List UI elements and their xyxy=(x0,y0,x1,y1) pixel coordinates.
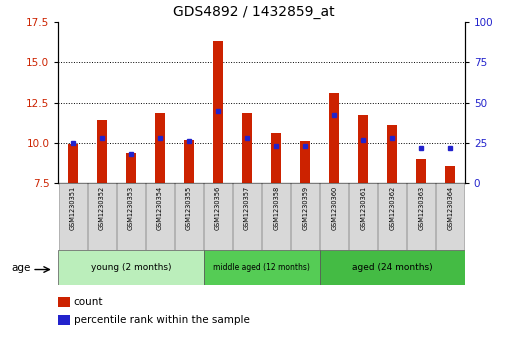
Bar xyxy=(358,115,368,183)
Text: percentile rank within the sample: percentile rank within the sample xyxy=(74,315,249,325)
Text: GSM1230356: GSM1230356 xyxy=(215,186,221,230)
Bar xyxy=(126,154,136,183)
FancyBboxPatch shape xyxy=(117,183,145,250)
Text: GSM1230364: GSM1230364 xyxy=(448,186,453,230)
Text: GSM1230353: GSM1230353 xyxy=(128,186,134,230)
Text: GSM1230362: GSM1230362 xyxy=(389,186,395,230)
Bar xyxy=(97,120,107,183)
FancyBboxPatch shape xyxy=(262,183,290,250)
Bar xyxy=(68,144,78,183)
Text: middle aged (12 months): middle aged (12 months) xyxy=(213,263,310,272)
Text: GSM1230355: GSM1230355 xyxy=(186,186,192,230)
FancyBboxPatch shape xyxy=(350,183,377,250)
Bar xyxy=(329,93,339,183)
Bar xyxy=(242,113,252,183)
Text: GSM1230363: GSM1230363 xyxy=(418,186,424,230)
Text: GSM1230360: GSM1230360 xyxy=(331,186,337,230)
Text: GSM1230361: GSM1230361 xyxy=(360,186,366,230)
FancyBboxPatch shape xyxy=(146,183,174,250)
Bar xyxy=(213,41,223,183)
Bar xyxy=(300,141,310,183)
Text: GSM1230352: GSM1230352 xyxy=(99,186,105,230)
Bar xyxy=(271,133,281,183)
Text: aged (24 months): aged (24 months) xyxy=(352,263,432,272)
Text: GSM1230359: GSM1230359 xyxy=(302,186,308,230)
FancyBboxPatch shape xyxy=(436,183,464,250)
Text: GSM1230351: GSM1230351 xyxy=(70,186,76,230)
Text: count: count xyxy=(74,297,103,307)
FancyBboxPatch shape xyxy=(204,250,320,285)
Bar xyxy=(445,166,455,183)
FancyBboxPatch shape xyxy=(378,183,406,250)
FancyBboxPatch shape xyxy=(320,183,348,250)
FancyBboxPatch shape xyxy=(204,183,232,250)
Text: GSM1230357: GSM1230357 xyxy=(244,186,250,230)
FancyBboxPatch shape xyxy=(291,183,319,250)
Bar xyxy=(58,297,70,307)
Text: GSM1230354: GSM1230354 xyxy=(157,186,163,230)
Text: young (2 months): young (2 months) xyxy=(91,263,171,272)
Bar xyxy=(58,315,70,325)
Text: age: age xyxy=(11,263,30,273)
FancyBboxPatch shape xyxy=(58,250,204,285)
FancyBboxPatch shape xyxy=(59,183,87,250)
Bar xyxy=(155,113,165,183)
FancyBboxPatch shape xyxy=(88,183,116,250)
FancyBboxPatch shape xyxy=(320,250,465,285)
Text: GDS4892 / 1432859_at: GDS4892 / 1432859_at xyxy=(173,5,335,20)
Text: GSM1230358: GSM1230358 xyxy=(273,186,279,230)
FancyBboxPatch shape xyxy=(175,183,203,250)
FancyBboxPatch shape xyxy=(407,183,435,250)
Bar xyxy=(387,125,397,183)
Bar xyxy=(184,140,194,183)
FancyBboxPatch shape xyxy=(233,183,261,250)
Bar xyxy=(416,159,426,183)
